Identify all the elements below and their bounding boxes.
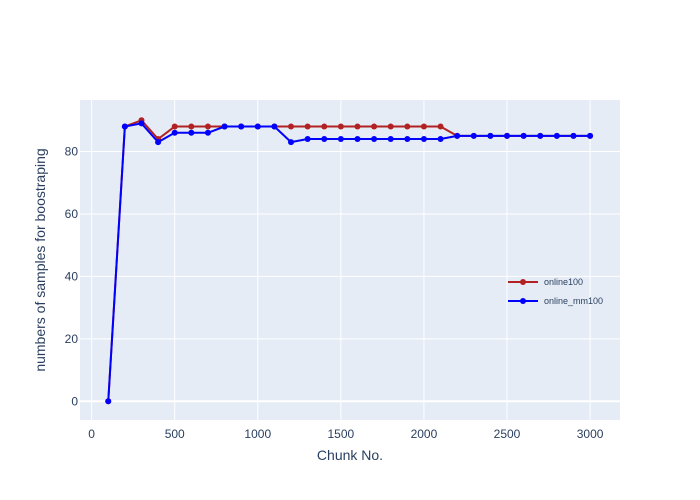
data-point[interactable] [437, 136, 444, 143]
legend-label-online100: online100 [544, 277, 583, 287]
legend-label-online_mm100: online_mm100 [544, 296, 603, 306]
data-point[interactable] [404, 123, 411, 130]
legend[interactable]: online100 online_mm100 [508, 277, 603, 306]
y-tick-label: 0 [71, 394, 78, 408]
y-tick-label: 40 [65, 269, 79, 283]
data-point[interactable] [354, 136, 361, 143]
data-point[interactable] [304, 123, 311, 130]
series-online-mm100 [105, 120, 594, 405]
data-point[interactable] [420, 123, 427, 130]
data-point[interactable] [371, 136, 378, 143]
data-point[interactable] [188, 123, 195, 130]
data-point[interactable] [221, 123, 228, 130]
data-point[interactable] [420, 136, 427, 143]
data-point[interactable] [520, 132, 527, 139]
grid-layer [80, 100, 620, 420]
y-tick-label: 20 [65, 332, 79, 346]
data-point[interactable] [337, 136, 344, 143]
legend-item-online_mm100[interactable]: online_mm100 [508, 296, 603, 306]
data-point[interactable] [387, 136, 394, 143]
data-point[interactable] [404, 136, 411, 143]
data-point[interactable] [371, 123, 378, 130]
x-tick-label: 2000 [411, 427, 438, 441]
data-point[interactable] [121, 123, 128, 130]
data-point[interactable] [204, 123, 211, 130]
data-point[interactable] [188, 129, 195, 136]
data-point[interactable] [537, 132, 544, 139]
x-tick-label: 3000 [577, 427, 604, 441]
data-point[interactable] [354, 123, 361, 130]
plot-background [80, 100, 620, 420]
legend-item-online100[interactable]: online100 [508, 277, 583, 287]
x-axis-title: Chunk No. [317, 447, 383, 463]
data-point[interactable] [254, 123, 261, 130]
data-point[interactable] [304, 136, 311, 143]
data-point[interactable] [288, 139, 295, 146]
data-point[interactable] [204, 129, 211, 136]
x-tick-label: 2500 [494, 427, 521, 441]
data-point[interactable] [587, 132, 594, 139]
data-point[interactable] [454, 132, 461, 139]
x-tick-label: 1500 [328, 427, 355, 441]
data-point[interactable] [487, 132, 494, 139]
data-point[interactable] [504, 132, 511, 139]
data-point[interactable] [171, 123, 178, 130]
data-point[interactable] [337, 123, 344, 130]
data-point[interactable] [437, 123, 444, 130]
tick-layer: 0 500 1000 1500 2000 2500 3000 0 20 40 60 80 [65, 145, 604, 441]
data-point[interactable] [470, 132, 477, 139]
data-point[interactable] [271, 123, 278, 130]
y-tick-label: 80 [65, 145, 79, 159]
y-axis-title: numbers of samples for boostraping [32, 148, 48, 371]
data-point[interactable] [553, 132, 560, 139]
data-point[interactable] [321, 123, 328, 130]
data-point[interactable] [105, 398, 112, 405]
x-tick-label: 1000 [244, 427, 271, 441]
series-layer [105, 117, 594, 405]
data-point[interactable] [138, 120, 145, 127]
x-tick-label: 500 [165, 427, 185, 441]
data-point[interactable] [288, 123, 295, 130]
data-point[interactable] [387, 123, 394, 130]
y-tick-label: 60 [65, 207, 79, 221]
data-point[interactable] [155, 139, 162, 146]
x-tick-label: 0 [88, 427, 95, 441]
legend-swatch-marker [520, 279, 526, 285]
legend-swatch-marker [520, 298, 526, 304]
data-point[interactable] [570, 132, 577, 139]
data-point[interactable] [238, 123, 245, 130]
data-point[interactable] [321, 136, 328, 143]
data-point[interactable] [171, 129, 178, 136]
